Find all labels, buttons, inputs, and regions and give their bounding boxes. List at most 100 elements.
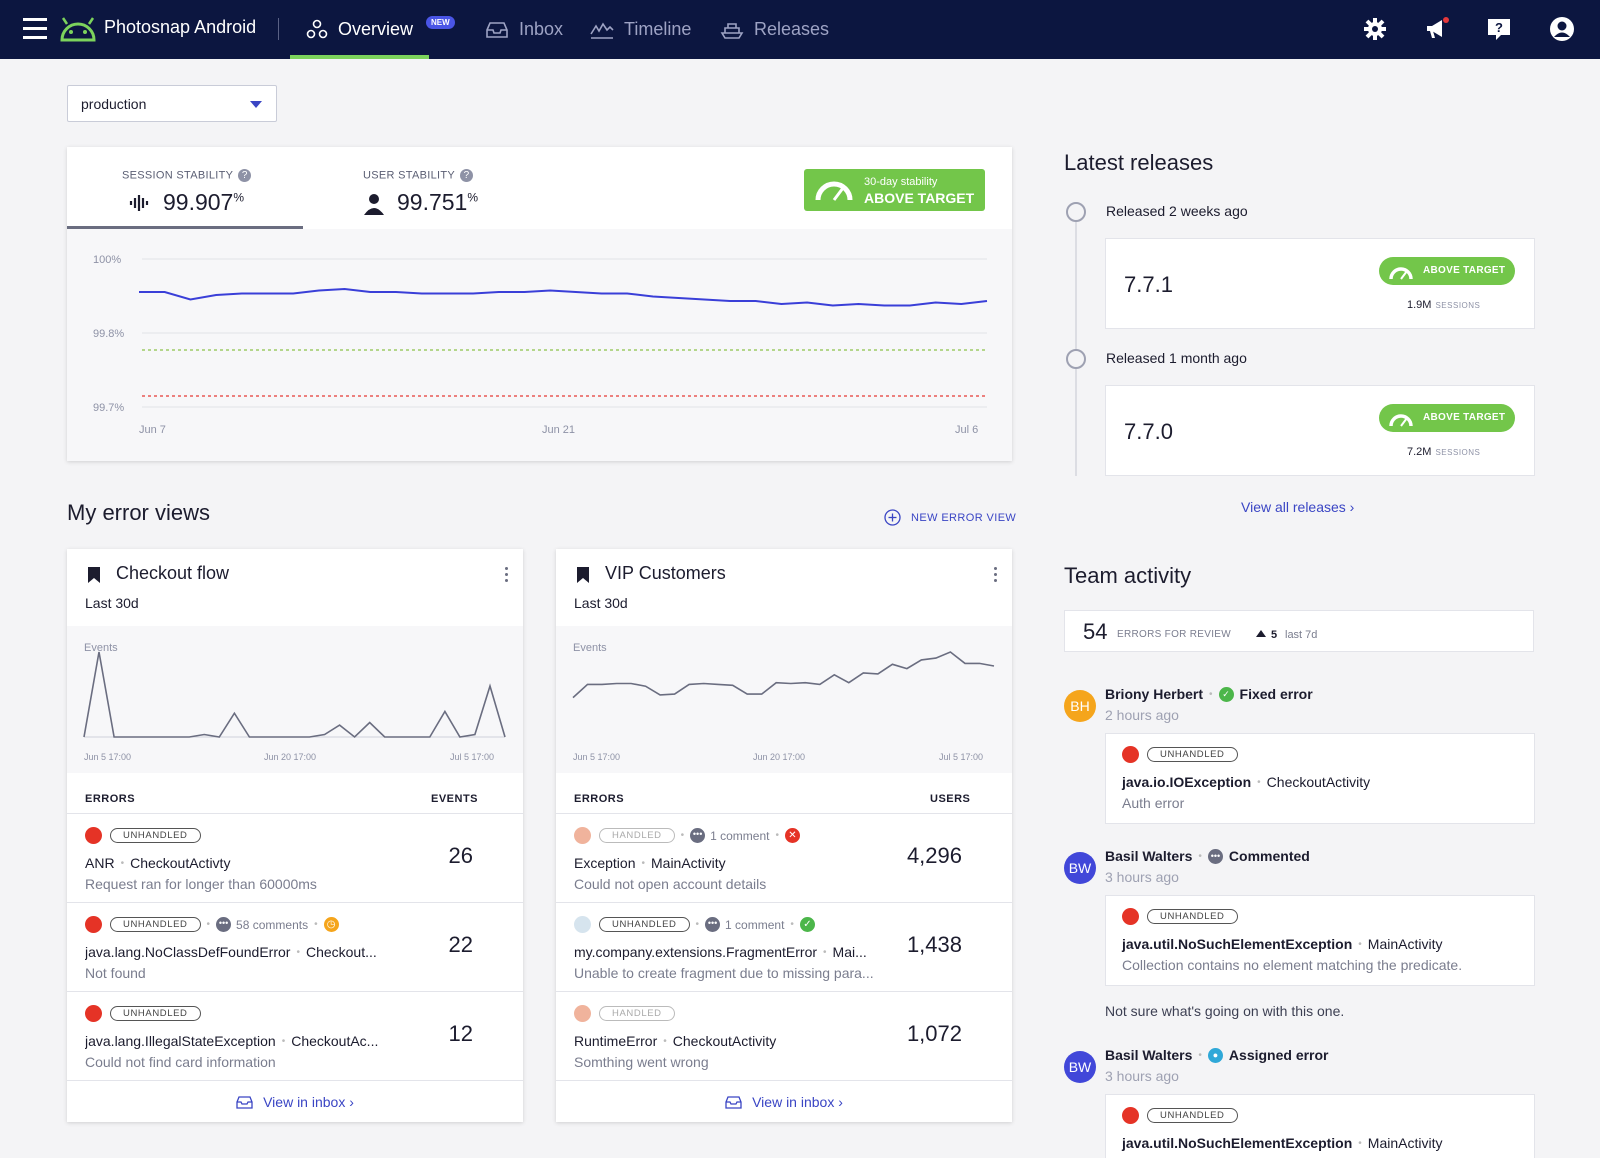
new-badge: NEW xyxy=(426,16,455,29)
error-view-title[interactable]: VIP Customers xyxy=(605,563,726,583)
activity-user-name[interactable]: Basil Walters xyxy=(1105,848,1193,864)
announcements-megaphone-icon[interactable] xyxy=(1424,16,1450,42)
status-pill: HANDLED xyxy=(599,1006,675,1022)
severity-dot xyxy=(574,916,591,934)
error-row[interactable]: HANDLED • ••• 1 comment • ✕ Exception • MainActi… xyxy=(556,813,1012,902)
release-sessions-label: SESSIONS xyxy=(1435,448,1481,457)
events-sparkline xyxy=(83,651,506,739)
error-row-meta: UNHANDLED xyxy=(85,1005,201,1023)
error-row[interactable]: UNHANDLED • ••• 1 comment • ✓ my.company.exten… xyxy=(556,902,1012,991)
sparkline-x-tick: Jun 20 17:00 xyxy=(753,752,806,762)
help-icon[interactable]: ? xyxy=(1486,16,1512,42)
gauge-icon xyxy=(1389,414,1413,427)
user-account-icon[interactable] xyxy=(1549,16,1575,42)
activity-header: Briony Herbert • ✓ Fixed error xyxy=(1105,686,1313,703)
error-row-title: RuntimeError • CheckoutActivity xyxy=(574,1033,777,1049)
severity-dot xyxy=(1122,746,1139,764)
view-all-releases-link[interactable]: View all releases › xyxy=(1241,499,1355,515)
severity-dot xyxy=(574,827,591,845)
activity-error-card[interactable]: UNHANDLED java.util.NoSuchElementExceptio… xyxy=(1105,1094,1535,1158)
release-card[interactable]: 7.7.1 ABOVE TARGET 1.9M SESSIONS xyxy=(1105,238,1535,329)
sparkline-x-tick: Jun 5 17:00 xyxy=(573,752,621,762)
sparkline-x-tick: Jul 5 17:00 xyxy=(450,752,495,762)
header-divider xyxy=(278,18,279,40)
activity-user-name[interactable]: Briony Herbert xyxy=(1105,686,1204,702)
count-column-header: EVENTS xyxy=(431,793,479,805)
tab-releases[interactable]: Releases xyxy=(720,0,829,59)
sparkline-x-tick: Jul 5 17:00 xyxy=(939,752,984,762)
error-row[interactable]: UNHANDLED • ••• 58 comments • ◷ java.lang.NoCl… xyxy=(67,902,523,991)
app-name[interactable]: Photosnap Android xyxy=(104,17,257,37)
resolved-check-icon: ✓ xyxy=(799,917,815,933)
more-options-icon[interactable] xyxy=(505,567,509,585)
chart-y-tick: 99.8% xyxy=(93,328,124,340)
comments-count[interactable]: 58 comments xyxy=(236,917,309,932)
events-sparkline-area: Events Jun 5 17:00 Jun 20 17:00 Jul 5 17:00 xyxy=(67,626,523,773)
stability-above-target-badge: 30-day stability ABOVE TARGET xyxy=(804,169,985,211)
activity-header: Basil Walters • ••• Commented xyxy=(1105,848,1310,865)
error-row[interactable]: UNHANDLED ANR • CheckoutActivty Request ran … xyxy=(67,813,523,902)
error-row-title: ANR • CheckoutActivty xyxy=(85,855,231,871)
error-class: java.lang.IllegalStateException xyxy=(85,1033,276,1049)
error-class: java.util.NoSuchElementException xyxy=(1122,936,1353,952)
tab-inbox[interactable]: Inbox xyxy=(485,0,563,59)
activity-error-meta: UNHANDLED xyxy=(1122,908,1238,926)
error-message: Could not find card information xyxy=(85,1054,276,1070)
errors-column-header: ERRORS xyxy=(574,793,625,805)
error-message: Collection contains no element matching … xyxy=(1122,957,1463,973)
avatar[interactable]: BW xyxy=(1064,852,1096,884)
session-stability-value: 99.907% xyxy=(163,189,245,215)
error-row-meta: UNHANDLED xyxy=(85,827,201,845)
error-row[interactable]: UNHANDLED java.lang.IllegalStateException… xyxy=(67,991,523,1080)
stability-card: SESSION STABILITY? 99.907% USER STABILIT… xyxy=(67,147,1012,461)
fixed-check-icon: ✓ xyxy=(1218,687,1234,703)
activity-user-name[interactable]: Basil Walters xyxy=(1105,1047,1193,1063)
errors-for-review-card[interactable]: 54 ERRORS FOR REVIEW 5 last 7d xyxy=(1064,610,1534,652)
release-badge-label: ABOVE TARGET xyxy=(1423,412,1506,423)
help-question-icon[interactable]: ? xyxy=(460,169,474,182)
release-sessions: 7.2M SESSIONS xyxy=(1407,442,1480,460)
error-class: java.lang.NoClassDefFoundError xyxy=(85,944,291,960)
user-stability-tab[interactable]: USER STABILITY? 99.751% xyxy=(303,147,539,229)
release-above-target-badge: ABOVE TARGET xyxy=(1379,404,1515,432)
release-date: Released 1 month ago xyxy=(1106,350,1247,366)
session-stability-tab[interactable]: SESSION STABILITY? 99.907% xyxy=(67,147,303,229)
new-error-view-button[interactable]: NEW ERROR VIEW xyxy=(884,509,1016,526)
stability-series-line xyxy=(139,287,988,307)
release-card[interactable]: 7.7.0 ABOVE TARGET 7.2M SESSIONS xyxy=(1105,385,1535,476)
new-error-view-label: NEW ERROR VIEW xyxy=(911,511,1017,524)
settings-gear-icon[interactable] xyxy=(1362,16,1388,42)
bookmark-icon xyxy=(577,567,589,583)
help-question-icon[interactable]: ? xyxy=(238,169,252,182)
activity-time: 3 hours ago xyxy=(1105,1068,1179,1084)
environment-select[interactable]: production xyxy=(67,85,277,122)
avatar[interactable]: BW xyxy=(1064,1051,1096,1083)
view-in-inbox-link[interactable]: View in inbox › xyxy=(556,1080,1012,1122)
activity-error-card[interactable]: UNHANDLED java.io.IOException • CheckoutAct… xyxy=(1105,733,1535,824)
comments-count[interactable]: 1 comment xyxy=(725,917,785,932)
events-sparkline-area: Events Jun 5 17:00 Jun 20 17:00 Jul 5 17:00 xyxy=(556,626,1012,773)
severity-dot xyxy=(574,1005,591,1023)
more-options-icon[interactable] xyxy=(994,567,998,585)
errors-delta-value: 5 xyxy=(1271,629,1278,641)
error-row[interactable]: HANDLED RuntimeError • CheckoutActivity Somt… xyxy=(556,991,1012,1080)
view-in-inbox-link[interactable]: View in inbox › xyxy=(67,1080,523,1122)
comments-count[interactable]: 1 comment xyxy=(710,828,770,843)
error-context: MainActivity xyxy=(1367,1135,1443,1151)
sparkline-y-label: Events xyxy=(573,642,607,654)
inbox-icon xyxy=(236,1095,253,1109)
sparkline-x-tick: Jun 20 17:00 xyxy=(264,752,317,762)
view-in-inbox-label: View in inbox › xyxy=(752,1093,843,1110)
latest-releases-title: Latest releases xyxy=(1064,150,1214,175)
events-sparkline xyxy=(572,651,995,699)
error-context: Mai... xyxy=(832,944,867,960)
tab-timeline[interactable]: Timeline xyxy=(590,0,691,59)
tab-overview[interactable]: Overview NEW xyxy=(289,0,455,59)
error-view-period: Last 30d xyxy=(574,595,628,611)
menu-icon[interactable] xyxy=(23,18,47,40)
error-view-title[interactable]: Checkout flow xyxy=(116,563,230,583)
top-navigation-bar: Photosnap Android Overview NEW Inbox Tim… xyxy=(0,0,1600,59)
activity-error-card[interactable]: UNHANDLED java.util.NoSuchElementExceptio… xyxy=(1105,895,1535,986)
avatar[interactable]: BH xyxy=(1064,690,1096,722)
activity-comment-text: Not sure what's going on with this one. xyxy=(1105,1003,1345,1019)
